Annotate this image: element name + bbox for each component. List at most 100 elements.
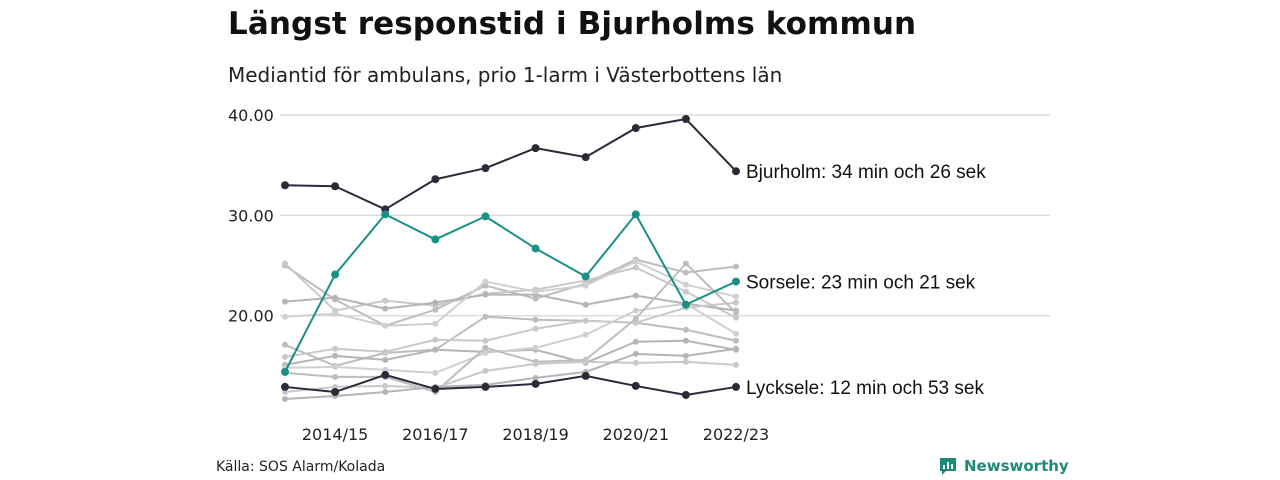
background-series-point xyxy=(332,363,339,370)
background-series-point xyxy=(382,322,389,329)
highlighted-series xyxy=(281,115,740,399)
y-tick-label: 40.00 xyxy=(228,106,274,125)
background-series-point xyxy=(582,317,589,324)
x-tick-label: 2014/15 xyxy=(302,425,368,444)
background-series-line xyxy=(284,302,737,374)
background-series-point xyxy=(682,358,689,365)
bjurholm-point xyxy=(631,124,640,133)
background-series-point xyxy=(733,314,739,321)
background-series-point xyxy=(482,349,489,356)
background-series-line xyxy=(284,293,737,312)
bjurholm-point xyxy=(581,153,590,162)
background-series-point xyxy=(632,315,639,322)
background-series-point xyxy=(582,282,589,289)
background-series-point xyxy=(332,373,339,380)
background-series-point xyxy=(733,337,739,344)
background-series-point xyxy=(482,337,489,344)
sorsele-point xyxy=(732,277,740,286)
background-series xyxy=(282,256,739,402)
background-series-line xyxy=(284,301,737,358)
background-series-point xyxy=(332,310,339,317)
series-labels: Bjurholm: 34 min och 26 sek Sorsele: 23 m… xyxy=(746,162,986,399)
background-series-point xyxy=(332,352,339,359)
x-tick-label: 2016/17 xyxy=(402,425,468,444)
background-series-line xyxy=(284,262,737,393)
background-series-point xyxy=(682,288,689,295)
background-series-point xyxy=(682,281,689,288)
bjurholm-label: Bjurholm: 34 min och 26 sek xyxy=(746,162,986,183)
background-series-line xyxy=(284,360,737,393)
background-series-point xyxy=(733,345,739,352)
y-axis-ticks: 40.00 30.00 20.00 xyxy=(228,106,274,326)
background-series-point xyxy=(532,344,539,351)
lycksele-point xyxy=(431,384,440,393)
background-series-point xyxy=(482,278,489,285)
sorsele-point xyxy=(281,367,289,376)
background-series-point xyxy=(282,353,288,360)
bjurholm-line xyxy=(284,118,737,211)
background-series-point xyxy=(532,325,539,332)
background-series-point xyxy=(682,326,689,333)
brand-name: Newsworthy xyxy=(964,457,1069,475)
bjurholm-point xyxy=(681,115,690,124)
background-series-point xyxy=(332,345,339,352)
sorsele-point xyxy=(431,235,440,244)
background-series-point xyxy=(682,260,689,267)
lycksele-point xyxy=(581,371,590,380)
newsworthy-logo-icon xyxy=(940,458,956,475)
bjurholm-point xyxy=(431,175,440,184)
sorsele-line xyxy=(284,213,737,373)
background-series-line xyxy=(284,262,737,319)
background-series-point xyxy=(282,341,288,348)
background-series-point xyxy=(482,344,489,351)
lycksele-point xyxy=(331,387,340,396)
lycksele-point xyxy=(531,379,540,388)
background-series-point xyxy=(632,350,639,357)
x-tick-label: 2022/23 xyxy=(703,425,769,444)
x-axis-ticks: 2014/15 2016/17 2018/19 2020/21 2022/23 xyxy=(302,425,769,444)
background-series-point xyxy=(432,320,439,327)
lycksele-point xyxy=(481,382,490,391)
background-series-point xyxy=(482,291,489,298)
background-series-point xyxy=(733,309,739,316)
sorsele-point xyxy=(481,212,490,221)
background-series-line xyxy=(284,315,737,367)
background-series-point xyxy=(632,338,639,345)
background-series-point xyxy=(432,336,439,343)
chart-subtitle: Mediantid för ambulans, prio 1-larm i Vä… xyxy=(228,63,783,87)
lycksele-point xyxy=(631,381,640,390)
background-series-point xyxy=(432,369,439,376)
background-series-point xyxy=(482,367,489,374)
background-series-point xyxy=(382,305,389,312)
lycksele-label: Lycksele: 12 min och 53 sek xyxy=(746,378,984,399)
grid-lines xyxy=(280,114,1050,317)
background-series-point xyxy=(733,330,739,337)
chart-title: Längst responstid i Bjurholms kommun xyxy=(228,6,917,42)
background-series-point xyxy=(733,263,739,270)
background-series-point xyxy=(582,331,589,338)
sorsele-point xyxy=(681,300,690,309)
background-series-point xyxy=(382,388,389,395)
background-series-point xyxy=(632,307,639,314)
background-series-point xyxy=(382,382,389,389)
background-series-point xyxy=(632,264,639,271)
background-series-point xyxy=(682,269,689,276)
background-series-line xyxy=(284,260,737,327)
sorsele-label: Sorsele: 23 min och 21 sek xyxy=(746,273,976,294)
background-series-point xyxy=(632,359,639,366)
lycksele-point xyxy=(381,370,390,379)
lycksele-point xyxy=(681,390,690,399)
background-series-point xyxy=(382,348,389,355)
background-series-point xyxy=(482,313,489,320)
bjurholm-point xyxy=(732,167,740,176)
background-series-point xyxy=(382,297,389,304)
background-series-point xyxy=(382,356,389,363)
bjurholm-point xyxy=(481,164,490,173)
background-series-point xyxy=(632,258,639,265)
bjurholm-point xyxy=(281,181,289,190)
sorsele-point xyxy=(631,210,640,219)
sorsele-point xyxy=(581,272,590,281)
background-series-point xyxy=(733,361,739,368)
source-note: Källa: SOS Alarm/Kolada xyxy=(216,459,386,475)
